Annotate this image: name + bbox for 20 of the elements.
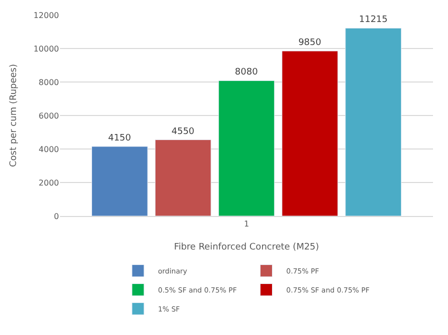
x-tick-label: 1	[244, 220, 250, 229]
data-label: 11215	[359, 15, 388, 26]
data-label: 4150	[108, 133, 132, 144]
data-label: 8080	[234, 68, 258, 78]
y-tick-label: 4000	[38, 144, 59, 154]
y-tick-label: 6000	[38, 111, 59, 120]
bar	[282, 50, 338, 216]
y-tick-label: 8000	[38, 78, 59, 87]
y-tick-label: 0	[54, 212, 59, 221]
bar	[345, 28, 402, 216]
data-label: 9850	[298, 38, 322, 48]
x-axis-title: Fibre Reinforced Concrete (M25)	[174, 242, 320, 252]
y-tick-label: 2000	[38, 178, 59, 188]
bar	[154, 140, 212, 216]
y-axis-title: Cost per cum (Rupees)	[8, 64, 19, 168]
bar	[92, 146, 148, 216]
data-label: 4550	[172, 126, 195, 137]
y-tick-label: 10000	[34, 44, 59, 54]
y-tick-label: 12000	[34, 10, 59, 20]
bar	[218, 80, 275, 216]
